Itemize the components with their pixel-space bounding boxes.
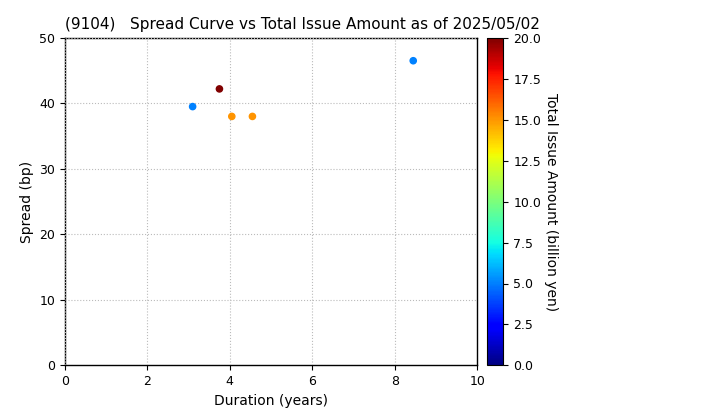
X-axis label: Duration (years): Duration (years)	[214, 394, 328, 408]
Point	[408, 58, 419, 64]
Point	[187, 103, 199, 110]
Y-axis label: Spread (bp): Spread (bp)	[19, 160, 34, 243]
Y-axis label: Total Issue Amount (billion yen): Total Issue Amount (billion yen)	[544, 92, 558, 311]
Point	[214, 86, 225, 92]
Point	[226, 113, 238, 120]
Text: (9104)   Spread Curve vs Total Issue Amount as of 2025/05/02: (9104) Spread Curve vs Total Issue Amoun…	[65, 18, 540, 32]
Point	[247, 113, 258, 120]
